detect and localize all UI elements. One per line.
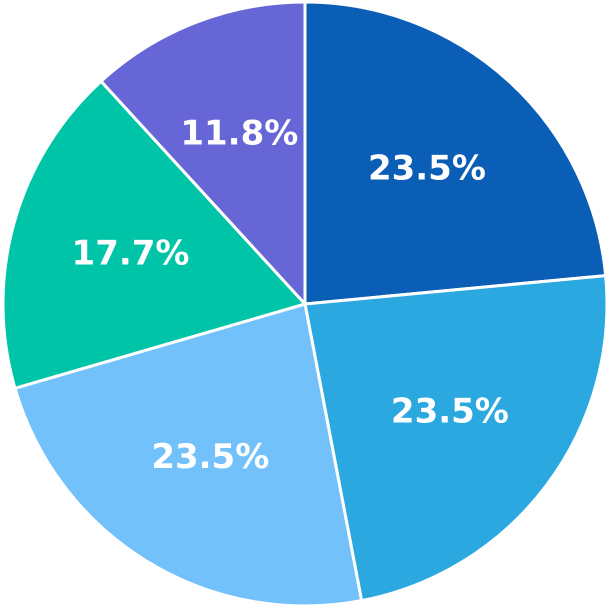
- pie-slice: [303, 0, 608, 306]
- pie-slice: [1, 79, 308, 391]
- pie-slice: [13, 302, 364, 608]
- pie-slice: [98, 0, 307, 308]
- value-label: 23.5%: [151, 437, 269, 477]
- value-label: 23.5%: [391, 391, 509, 431]
- value-label: 23.5%: [368, 148, 486, 188]
- pie-slice: [303, 273, 609, 603]
- value-label: 11.8%: [180, 114, 298, 154]
- value-label: 17.7%: [72, 234, 190, 274]
